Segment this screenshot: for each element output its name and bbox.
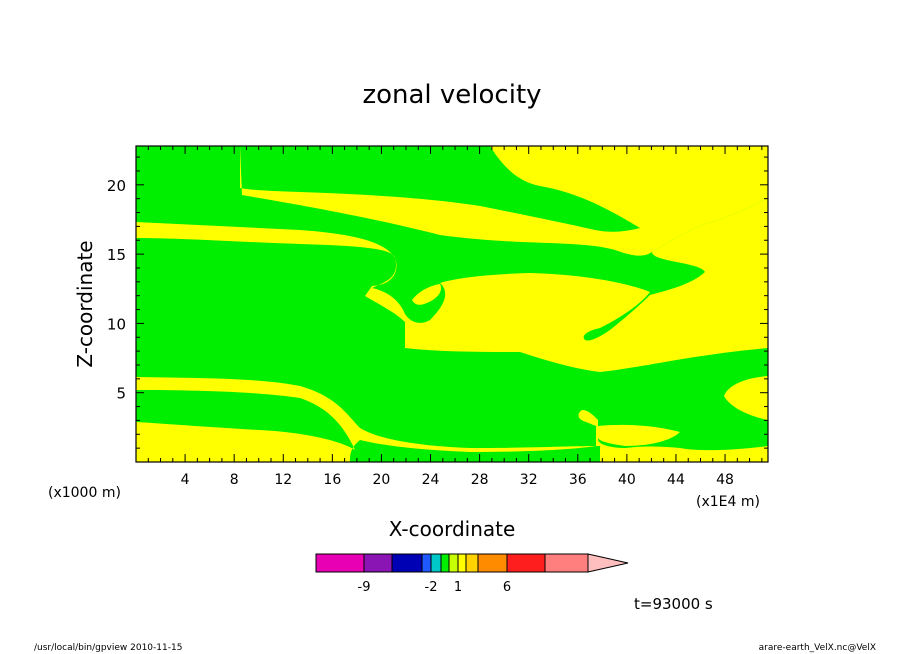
- x-tick-label: 28: [471, 472, 489, 488]
- y-tick-label: 10: [107, 315, 126, 333]
- colorbar-labels: -9 -2 1 6: [358, 580, 512, 595]
- x-tick-label: 20: [373, 472, 391, 488]
- x-tick-label: 36: [569, 472, 587, 488]
- plot-frame: [135, 145, 769, 463]
- colorbar-label: 1: [454, 580, 462, 595]
- x-tick-label: 4: [181, 472, 190, 488]
- contour-region-right-lens: [724, 376, 768, 420]
- footer-right: arare-earth_VelX.nc@VelX: [759, 643, 876, 653]
- colorbar-arrow: [587, 553, 629, 573]
- y-tick-label: 5: [116, 385, 126, 403]
- colorbar-label: -2: [425, 580, 438, 595]
- x-tick-label: 8: [230, 472, 239, 488]
- colorbar-label: -9: [358, 580, 371, 595]
- colorbar-segment: [363, 553, 393, 573]
- contour-region-lower-band: [136, 377, 768, 462]
- contour-region-top: [240, 146, 768, 256]
- x-unit-left: (x1000 m): [48, 485, 121, 501]
- colorbar-segment: [465, 553, 479, 573]
- colorbar-segment: [506, 553, 546, 573]
- y-tick-label: 20: [107, 177, 126, 195]
- colorbar: [315, 553, 629, 573]
- contour-bands: [136, 146, 768, 462]
- colorbar-segment: [440, 553, 450, 573]
- chart-title: zonal velocity: [362, 80, 541, 110]
- colorbar-segment: [448, 553, 459, 573]
- y-axis-label: Z-coordinate: [73, 240, 97, 367]
- colorbar-segment: [544, 553, 589, 573]
- contour-region-island: [598, 424, 680, 446]
- colorbar-label: 6: [503, 580, 511, 595]
- x-tick-label: 48: [716, 472, 734, 488]
- colorbar-segment: [315, 553, 365, 573]
- colorbar-segment: [421, 553, 432, 573]
- time-label: t=93000 s: [634, 595, 713, 613]
- x-tick-label: 24: [422, 472, 440, 488]
- x-tick-label: 32: [520, 472, 538, 488]
- contour-region-small-loop: [412, 284, 442, 305]
- colorbar-segment: [430, 553, 442, 573]
- y-tick-label: 15: [107, 246, 126, 264]
- x-unit-right: (x1E4 m): [696, 494, 760, 510]
- contour-region-upper-band: [136, 198, 768, 372]
- colorbar-segment: [391, 553, 423, 573]
- x-tick-label: 16: [323, 472, 341, 488]
- x-axis-label: X-coordinate: [389, 517, 516, 541]
- footer-left: /usr/local/bin/gpview 2010-11-15: [34, 643, 182, 653]
- x-tick-label: 40: [618, 472, 636, 488]
- x-tick-label: 44: [667, 472, 685, 488]
- x-tick-label: 12: [274, 472, 292, 488]
- colorbar-segment: [457, 553, 467, 573]
- colorbar-segment: [477, 553, 508, 573]
